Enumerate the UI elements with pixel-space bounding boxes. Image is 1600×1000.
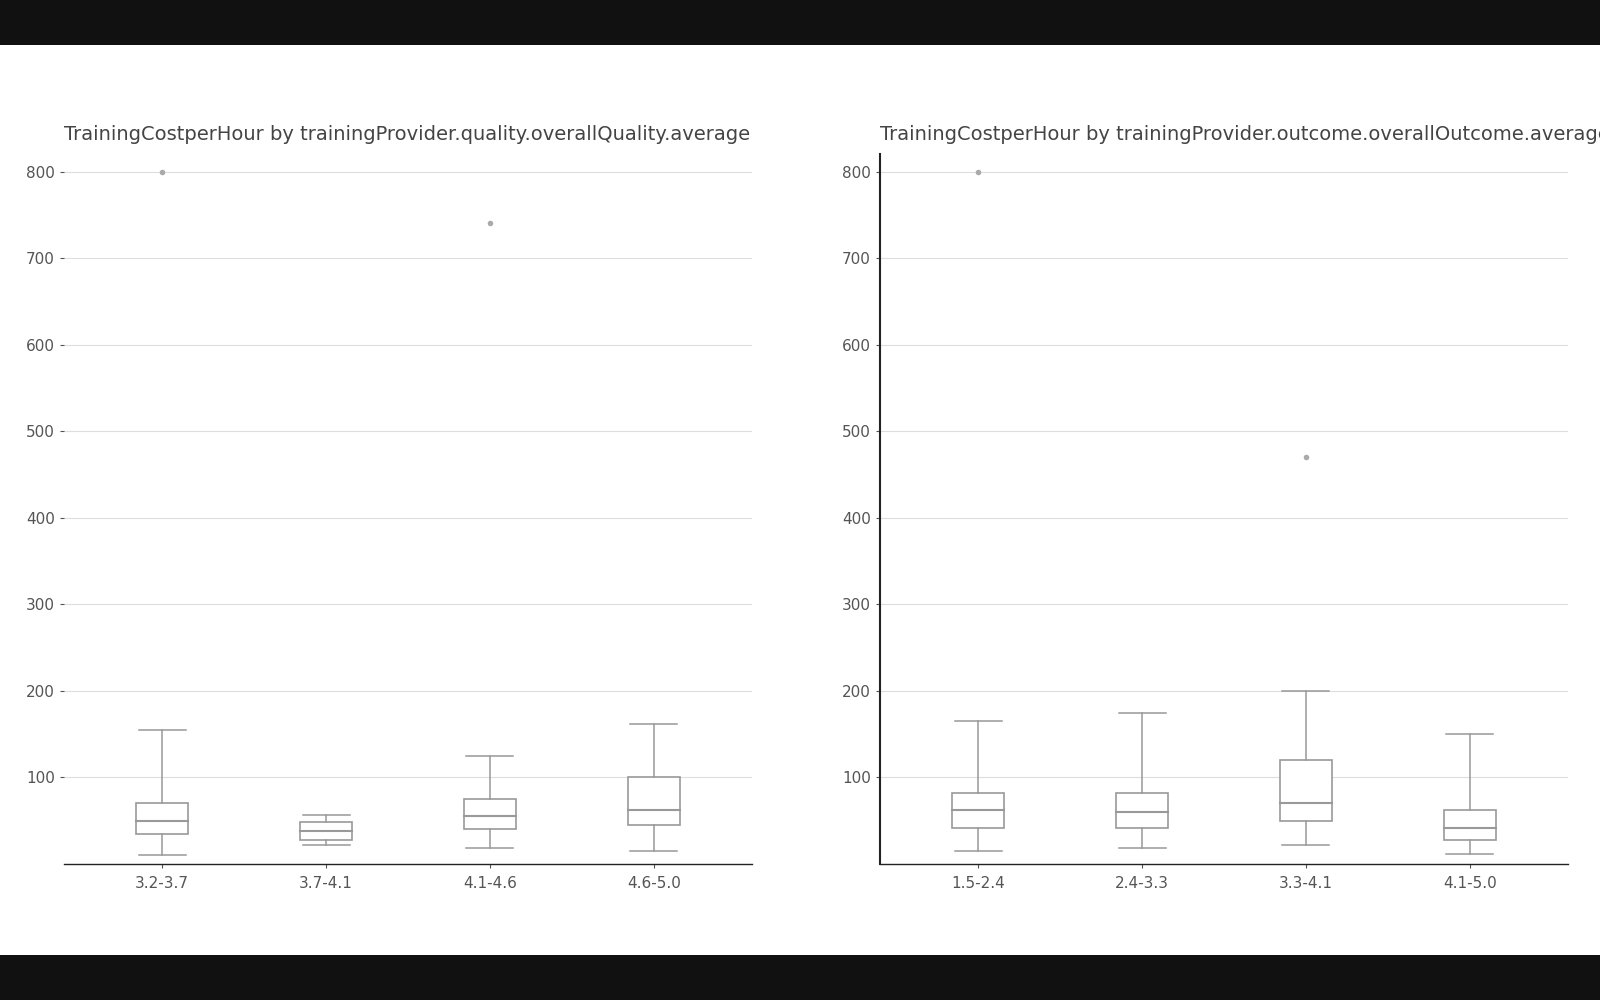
- FancyBboxPatch shape: [464, 799, 517, 829]
- FancyBboxPatch shape: [1115, 793, 1168, 828]
- FancyBboxPatch shape: [952, 793, 1005, 828]
- FancyBboxPatch shape: [1443, 810, 1496, 840]
- Text: TrainingCostperHour by trainingProvider.outcome.overallOutcome.average: TrainingCostperHour by trainingProvider.…: [880, 125, 1600, 144]
- FancyBboxPatch shape: [627, 777, 680, 825]
- FancyBboxPatch shape: [1280, 760, 1333, 821]
- Text: TrainingCostperHour by trainingProvider.quality.overallQuality.average: TrainingCostperHour by trainingProvider.…: [64, 125, 750, 144]
- FancyBboxPatch shape: [299, 822, 352, 840]
- FancyBboxPatch shape: [136, 803, 189, 834]
